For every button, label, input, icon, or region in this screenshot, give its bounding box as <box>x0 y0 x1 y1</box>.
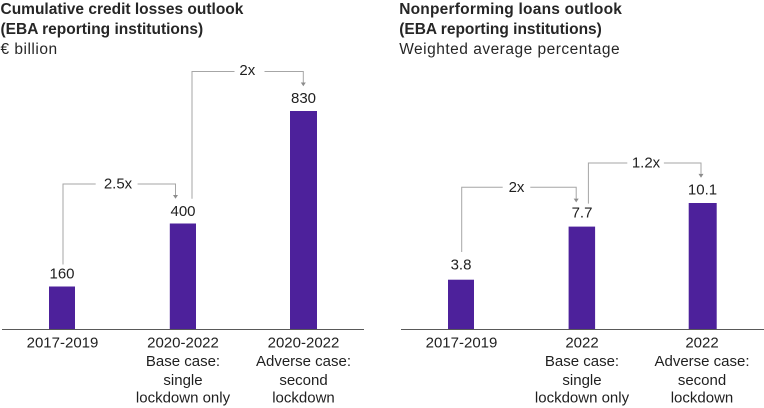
svg-text:2020-2022: 2020-2022 <box>147 335 219 352</box>
svg-text:lockdown: lockdown <box>272 390 335 407</box>
svg-text:(EBA reporting institutions): (EBA reporting institutions) <box>1 21 204 38</box>
svg-text:Weighted average percentage: Weighted average percentage <box>399 41 620 58</box>
svg-text:single: single <box>562 372 601 389</box>
svg-text:2.5x: 2.5x <box>104 176 133 193</box>
svg-text:lockdown only: lockdown only <box>535 390 630 407</box>
svg-text:830: 830 <box>291 90 316 107</box>
svg-text:2x: 2x <box>509 179 525 196</box>
svg-text:1.2x: 1.2x <box>632 155 661 172</box>
svg-text:lockdown only: lockdown only <box>136 390 231 407</box>
svg-text:160: 160 <box>49 265 74 282</box>
svg-text:lockdown: lockdown <box>671 390 734 407</box>
svg-text:2017-2019: 2017-2019 <box>426 335 498 352</box>
svg-text:second: second <box>279 372 327 389</box>
svg-text:Adverse case:: Adverse case: <box>256 353 351 370</box>
svg-text:3.8: 3.8 <box>451 257 472 274</box>
svg-text:2022: 2022 <box>565 335 598 352</box>
svg-text:Adverse case:: Adverse case: <box>654 353 749 370</box>
svg-text:second: second <box>678 372 726 389</box>
svg-text:400: 400 <box>170 203 195 220</box>
svg-text:Nonperforming loans outlook: Nonperforming loans outlook <box>399 1 622 18</box>
svg-text:2x: 2x <box>239 62 255 79</box>
svg-text:2022: 2022 <box>685 335 718 352</box>
svg-text:single: single <box>163 372 202 389</box>
svg-text:Cumulative credit losses outlo: Cumulative credit losses outlook <box>1 1 244 18</box>
svg-text:Base case:: Base case: <box>146 353 220 370</box>
svg-text:(EBA reporting institutions): (EBA reporting institutions) <box>399 21 602 38</box>
svg-text:2017-2019: 2017-2019 <box>27 335 99 352</box>
svg-text:7.7: 7.7 <box>572 205 593 222</box>
svg-text:10.1: 10.1 <box>688 181 717 198</box>
svg-text:2020-2022: 2020-2022 <box>268 335 340 352</box>
svg-text:Base case:: Base case: <box>545 353 619 370</box>
svg-text:€ billion: € billion <box>1 41 58 58</box>
